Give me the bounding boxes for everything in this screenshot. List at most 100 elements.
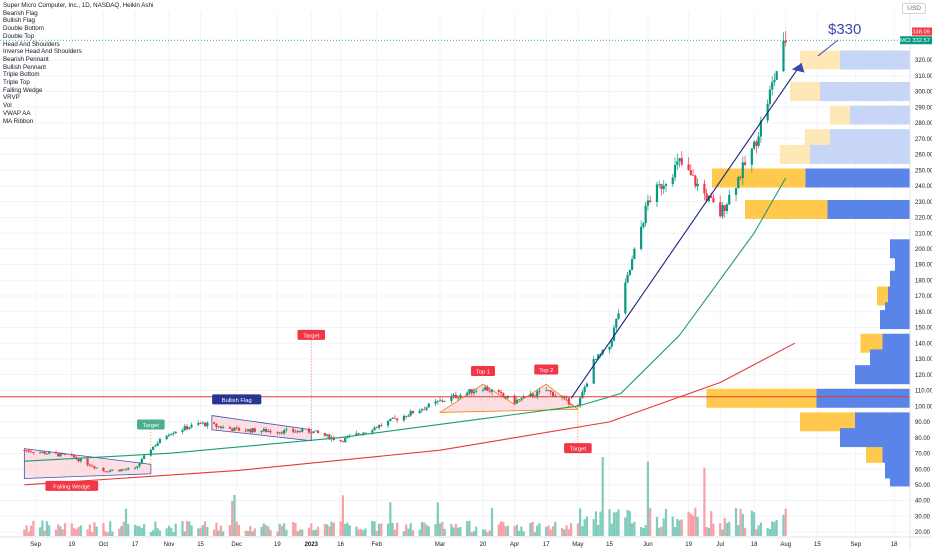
volume-bar xyxy=(443,528,446,536)
volume-bar xyxy=(269,529,272,536)
candle-body xyxy=(346,436,349,438)
indicator-item[interactable]: Triple Bottom xyxy=(3,71,40,79)
volume-bar xyxy=(111,531,114,536)
candle-body xyxy=(133,467,137,469)
pattern-labels: Target Target Target Bullish Flag Falling We… xyxy=(45,329,592,491)
candle-body xyxy=(407,415,410,417)
volume-bar xyxy=(560,527,564,536)
ma-green-line xyxy=(24,177,787,462)
candle-body xyxy=(172,433,175,435)
pattern-label-bg xyxy=(137,419,165,430)
volume-bar xyxy=(475,526,478,536)
volume-bar xyxy=(601,457,604,536)
volume-bar xyxy=(452,527,455,536)
volume-bar xyxy=(624,517,627,536)
vp-up-bar xyxy=(888,286,910,306)
candle-body xyxy=(391,417,394,419)
volume-bar xyxy=(402,531,406,536)
x-tick-label: 2023 xyxy=(305,542,319,548)
volume-bar xyxy=(57,524,60,536)
candle-body xyxy=(420,409,424,411)
candle-body xyxy=(703,183,706,194)
volume-bar xyxy=(23,529,26,536)
volume-bar xyxy=(649,507,652,536)
indicator-item[interactable]: Bullish Flag xyxy=(3,17,35,25)
candle-body xyxy=(185,426,189,430)
indicator-item[interactable]: VRVP xyxy=(3,94,20,102)
candle-body xyxy=(490,389,494,392)
candle-body xyxy=(199,423,202,424)
volume-bar xyxy=(757,525,760,536)
x-tick-label: 15 xyxy=(606,542,613,548)
indicator-item[interactable]: MA Ribbon xyxy=(3,117,34,125)
volume-bar xyxy=(583,519,586,536)
volume-bar xyxy=(411,530,415,536)
volume-bar xyxy=(93,522,96,536)
candle-body xyxy=(285,429,288,430)
candle-body xyxy=(536,391,539,397)
x-tick-label: Sep xyxy=(850,542,861,548)
price-tag-text: 338.09 xyxy=(912,30,930,36)
y-tick-label: 220.00 xyxy=(915,216,932,222)
candle-body xyxy=(106,471,110,473)
candle-body xyxy=(377,424,381,428)
indicator-item[interactable]: Triple Top xyxy=(3,79,30,87)
indicator-item[interactable]: Inverse Head And Shoulders xyxy=(3,48,82,56)
currency-button[interactable]: USD xyxy=(902,3,926,14)
candle-body xyxy=(775,71,778,80)
volume-bar xyxy=(170,527,173,536)
vp-up-bar xyxy=(805,168,910,188)
indicator-item[interactable]: VWAP AA xyxy=(3,109,31,117)
x-tick-label: Jun xyxy=(643,542,653,548)
volume-bar xyxy=(662,518,665,536)
volume-bar xyxy=(407,528,410,536)
volume-bar xyxy=(253,528,256,536)
indicator-item[interactable]: Double Bottom xyxy=(3,25,44,33)
candle-body xyxy=(213,422,216,424)
candle-body xyxy=(757,136,760,146)
x-tick-label: 19 xyxy=(685,542,692,548)
volume-bar xyxy=(301,529,304,536)
volume-bar xyxy=(536,525,539,536)
volume-bar xyxy=(567,529,570,536)
volume-bar xyxy=(339,521,342,536)
indicator-item[interactable]: Vol xyxy=(3,102,12,110)
indicator-item[interactable]: Double Top xyxy=(3,32,35,40)
indicator-item[interactable]: Head And Shoulders xyxy=(3,40,60,48)
volume-bar xyxy=(612,512,616,536)
volume-bar xyxy=(264,525,268,536)
candle-body xyxy=(719,202,722,217)
vp-extra-bar xyxy=(890,270,910,290)
candle-body xyxy=(755,141,758,146)
candle-body xyxy=(612,327,616,341)
candle-body xyxy=(624,282,627,314)
candle-body xyxy=(389,418,392,421)
volume-bar xyxy=(314,529,317,536)
volume-bar xyxy=(423,522,426,536)
indicator-item[interactable]: Bullish Pennant xyxy=(3,63,46,71)
candle-body xyxy=(43,451,46,454)
vp-up-bar xyxy=(882,443,910,463)
volume-bar xyxy=(262,523,265,536)
volume-bar xyxy=(710,511,713,536)
volume-bar xyxy=(72,528,76,536)
x-tick-label: Feb xyxy=(372,542,383,548)
candle-body xyxy=(441,400,444,402)
indicator-item[interactable]: Falling Wedge xyxy=(3,86,43,94)
candle-body xyxy=(79,458,82,462)
candle-body xyxy=(127,468,130,470)
candle-body xyxy=(434,401,437,404)
candle-body xyxy=(547,390,550,392)
indicator-item[interactable]: Bearish Pennant xyxy=(3,55,49,63)
volume-bar xyxy=(481,529,485,536)
volume-bar xyxy=(694,507,697,536)
candle-body xyxy=(694,175,697,187)
candle-body xyxy=(246,429,250,432)
volume-bar xyxy=(228,524,232,536)
indicator-item[interactable]: Bearish Flag xyxy=(3,9,38,17)
vp-extra-bar xyxy=(840,428,910,448)
volume-bar xyxy=(373,521,376,536)
volume-bar xyxy=(739,508,742,536)
x-tick-label: 18 xyxy=(891,542,898,548)
